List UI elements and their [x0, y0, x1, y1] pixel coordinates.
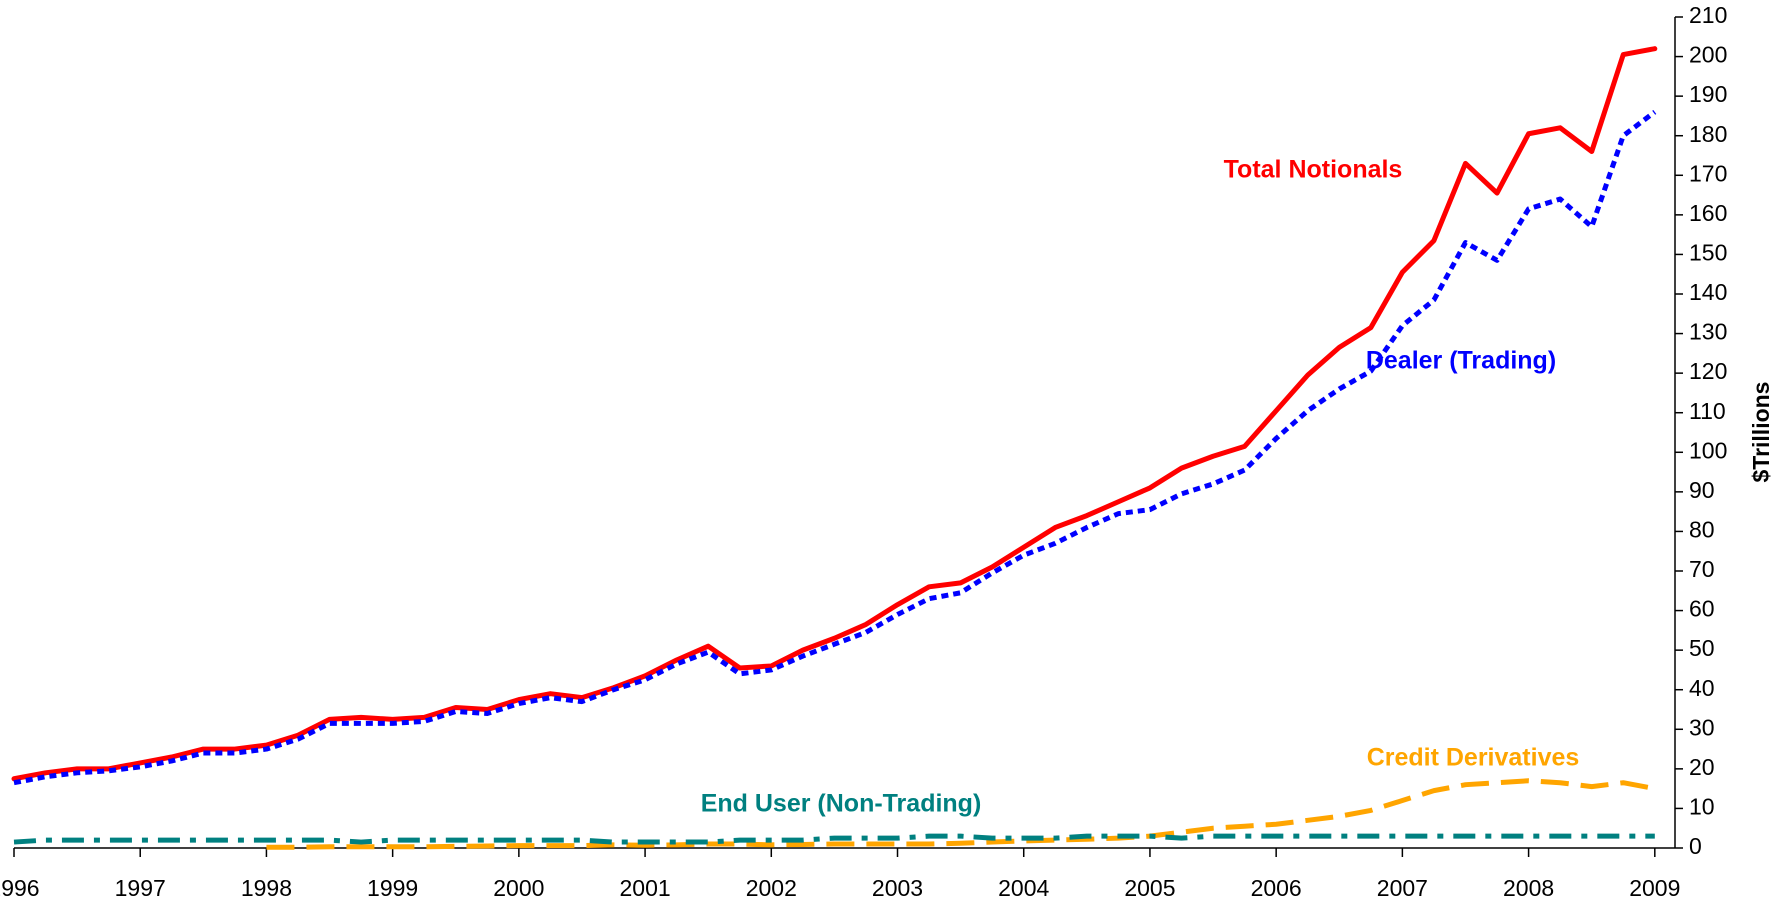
- x-tick-label: 2009: [1629, 875, 1680, 901]
- series-line: [266, 778, 1656, 850]
- y-axis-title: $Trillions: [1748, 382, 1774, 483]
- y-tick-label: 50: [1689, 635, 1715, 661]
- y-tick-label: 130: [1689, 319, 1727, 345]
- x-tick-label: 2008: [1503, 875, 1554, 901]
- y-tick-label: 180: [1689, 121, 1727, 147]
- x-tick-label: 2000: [493, 875, 544, 901]
- series-label: Total Notionals: [1224, 156, 1403, 184]
- y-tick-label: 110: [1689, 398, 1726, 424]
- x-tick-label: 1999: [367, 875, 418, 901]
- y-tick-label: 90: [1689, 477, 1715, 503]
- y-tick-label: 120: [1689, 358, 1727, 384]
- y-tick-label: 190: [1689, 81, 1727, 107]
- y-tick-label: 70: [1689, 556, 1715, 582]
- y-tick-label: 170: [1689, 160, 1727, 186]
- x-tick-label: 1998: [241, 875, 292, 901]
- series-line: [11, 46, 1658, 782]
- y-tick-label: 140: [1689, 279, 1727, 305]
- series-label: Credit Derivatives: [1367, 744, 1580, 772]
- x-tick-label: 2007: [1377, 875, 1428, 901]
- y-tick-label: 100: [1689, 437, 1727, 463]
- y-tick-label: 40: [1689, 675, 1715, 701]
- y-tick-label: 150: [1689, 240, 1727, 266]
- y-tick-label: 60: [1689, 596, 1715, 622]
- x-tick-label: 2004: [998, 875, 1049, 901]
- x-tick-label: 1997: [115, 875, 166, 901]
- x-tick-label: 2005: [1124, 875, 1175, 901]
- x-tick-label: 2003: [872, 875, 923, 901]
- y-tick-label: 0: [1689, 833, 1702, 859]
- x-tick-label: 2006: [1251, 875, 1302, 901]
- series-line: [13, 833, 1655, 845]
- y-tick-label: 80: [1689, 517, 1715, 543]
- y-tick-label: 210: [1689, 2, 1727, 28]
- y-tick-label: 160: [1689, 200, 1727, 226]
- x-tick-label: 2002: [746, 875, 797, 901]
- series-line: [13, 109, 1657, 786]
- x-tick-label: 1996: [0, 875, 40, 901]
- y-tick-label: 30: [1689, 714, 1715, 740]
- y-tick-label: 20: [1689, 754, 1715, 780]
- y-tick-label: 10: [1689, 794, 1715, 820]
- series-label: End User (Non-Trading): [701, 790, 982, 818]
- y-tick-label: 200: [1689, 42, 1727, 68]
- series-label: Dealer (Trading): [1366, 347, 1556, 375]
- x-tick-label: 2001: [619, 875, 670, 901]
